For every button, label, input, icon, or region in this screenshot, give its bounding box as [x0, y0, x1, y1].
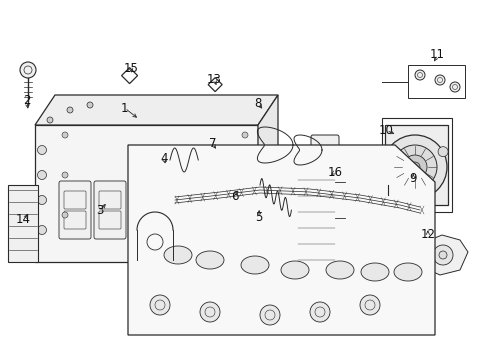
Polygon shape [35, 125, 258, 262]
Circle shape [38, 225, 46, 234]
Circle shape [150, 295, 170, 315]
Text: 12: 12 [420, 228, 434, 241]
Text: 6: 6 [230, 190, 238, 203]
Circle shape [384, 207, 394, 217]
Text: 16: 16 [327, 166, 342, 179]
Circle shape [380, 148, 390, 158]
Circle shape [438, 251, 446, 259]
FancyBboxPatch shape [59, 181, 91, 239]
Text: 5: 5 [255, 211, 263, 224]
Text: 4: 4 [160, 152, 167, 165]
Circle shape [449, 82, 459, 92]
Circle shape [382, 170, 392, 180]
Circle shape [242, 132, 247, 138]
Ellipse shape [360, 263, 388, 281]
Circle shape [87, 102, 93, 108]
Polygon shape [8, 185, 38, 262]
Circle shape [38, 195, 46, 204]
Circle shape [62, 132, 68, 138]
Text: 15: 15 [123, 62, 138, 75]
Circle shape [377, 165, 397, 185]
Ellipse shape [325, 261, 353, 279]
Ellipse shape [196, 251, 224, 269]
Circle shape [67, 107, 73, 113]
Text: 7: 7 [208, 138, 216, 150]
Circle shape [189, 159, 201, 171]
Polygon shape [341, 165, 377, 235]
FancyBboxPatch shape [205, 181, 238, 239]
Circle shape [38, 145, 46, 154]
Text: 10: 10 [378, 124, 393, 137]
Circle shape [382, 135, 446, 199]
Polygon shape [414, 235, 467, 275]
Circle shape [402, 155, 426, 179]
Circle shape [409, 162, 419, 172]
Text: 9: 9 [408, 172, 416, 185]
Text: 1: 1 [121, 102, 128, 114]
Circle shape [356, 213, 366, 223]
Circle shape [414, 70, 424, 80]
Circle shape [392, 145, 436, 189]
Ellipse shape [393, 263, 421, 281]
Circle shape [359, 295, 379, 315]
Ellipse shape [281, 261, 308, 279]
Circle shape [199, 165, 206, 173]
Polygon shape [35, 95, 278, 125]
Circle shape [242, 172, 247, 178]
Circle shape [38, 171, 46, 180]
Text: 11: 11 [429, 48, 444, 61]
Circle shape [62, 172, 68, 178]
Circle shape [200, 302, 220, 322]
Polygon shape [289, 150, 339, 292]
Polygon shape [128, 145, 434, 335]
FancyBboxPatch shape [172, 181, 203, 239]
Circle shape [260, 305, 280, 325]
Ellipse shape [241, 256, 268, 274]
Polygon shape [384, 125, 447, 205]
Circle shape [20, 62, 36, 78]
Circle shape [383, 193, 391, 201]
FancyBboxPatch shape [94, 181, 126, 239]
FancyBboxPatch shape [132, 181, 163, 239]
FancyBboxPatch shape [310, 135, 338, 155]
Circle shape [432, 245, 452, 265]
Circle shape [62, 212, 68, 218]
Ellipse shape [163, 246, 192, 264]
Circle shape [356, 177, 366, 187]
Polygon shape [258, 95, 278, 262]
Text: 8: 8 [254, 97, 262, 110]
Circle shape [242, 212, 247, 218]
Circle shape [434, 75, 444, 85]
Text: 14: 14 [16, 213, 31, 226]
Circle shape [309, 302, 329, 322]
Circle shape [393, 190, 404, 200]
Circle shape [47, 117, 53, 123]
Text: 2: 2 [23, 94, 31, 107]
Circle shape [314, 283, 325, 293]
Text: 13: 13 [206, 73, 221, 86]
Circle shape [437, 147, 447, 157]
Text: 3: 3 [96, 204, 104, 217]
